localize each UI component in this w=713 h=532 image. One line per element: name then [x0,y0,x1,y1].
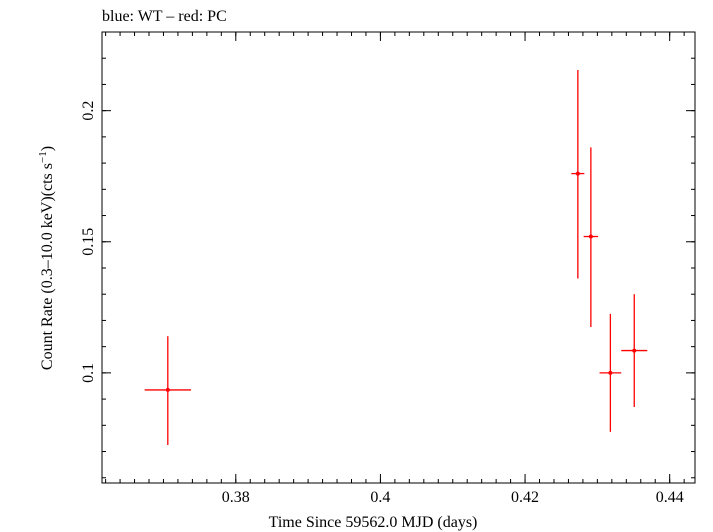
data-point [599,313,622,432]
axis-tick-labels: 0.38 0.4 0.42 0.44 0.1 0.15 0.2 [80,101,684,506]
y-axis-label-close: ) [39,146,56,151]
point-marker [165,387,170,392]
data-point [621,294,648,407]
x-axis-label: Time Since 59562.0 MJD (days) [269,514,478,531]
y-axis-label-exponent: −1 [37,151,49,163]
chart-title: blue: WT – red: PC [102,8,227,25]
axis-ticks [102,31,695,483]
x-tick-label: 0.38 [222,489,250,506]
point-marker [588,234,593,239]
y-tick-label: 0.2 [80,101,97,121]
y-tick-label: 0.1 [80,363,97,383]
y-axis-label-main: Count Rate (0.3–10.0 keV)(cts s [39,163,56,370]
x-tick-label: 0.42 [511,489,539,506]
point-marker [632,348,637,353]
point-marker [575,171,580,176]
x-tick-label: 0.4 [370,489,390,506]
data-point [571,70,585,279]
data-point [144,336,191,445]
data-points [144,70,648,445]
point-marker [608,370,613,375]
plot-frame [101,31,696,484]
y-axis-label: Count Rate (0.3–10.0 keV)(cts s−1) [37,146,56,370]
x-tick-label: 0.44 [656,489,684,506]
y-tick-label: 0.15 [80,228,97,256]
data-point [583,147,599,327]
